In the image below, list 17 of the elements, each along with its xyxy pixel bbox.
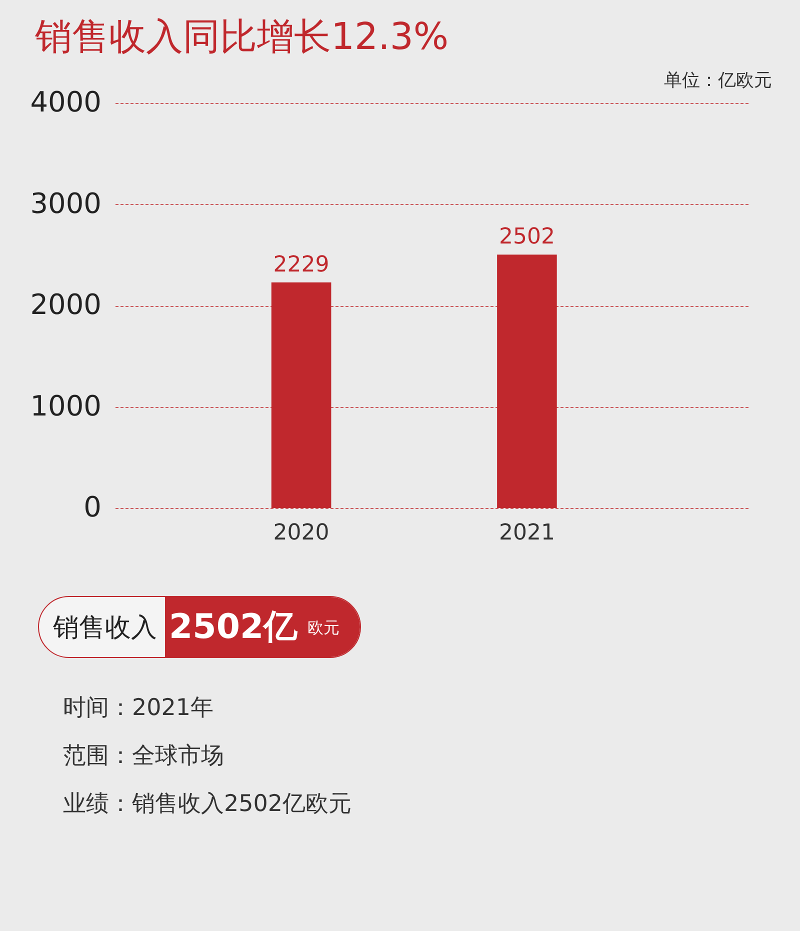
y-tick-label: 3000	[30, 186, 102, 220]
y-tick-label: 1000	[30, 389, 102, 422]
text: 业绩：销售收入2502亿欧元	[63, 790, 352, 819]
data-label: 2502	[498, 224, 555, 250]
y-tick-label: 0	[84, 490, 102, 524]
x-tick-label: 2020	[273, 520, 330, 546]
data-label: 2229	[273, 252, 330, 278]
text: 销售收入	[52, 612, 158, 644]
text: 2502亿	[169, 606, 298, 649]
text: 范围：全球市场	[63, 742, 224, 771]
text: 单位：亿欧元	[664, 69, 772, 92]
text: 时间：2021年	[63, 694, 214, 723]
y-tick-label: 2000	[30, 288, 102, 321]
text: 欧元	[308, 618, 340, 636]
chart-title: 销售收入同比增长12.3%	[35, 14, 449, 60]
y-tick-label: 4000	[30, 86, 102, 118]
x-tick-label: 2021	[498, 520, 555, 546]
